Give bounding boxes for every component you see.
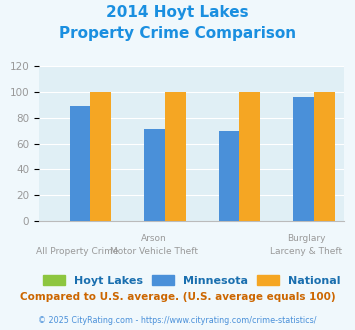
Bar — [70, 106, 91, 221]
Text: Larceny & Theft: Larceny & Theft — [270, 248, 342, 256]
Bar — [91, 92, 111, 221]
Legend: Hoyt Lakes, Minnesota, National: Hoyt Lakes, Minnesota, National — [38, 270, 345, 290]
Text: Burglary: Burglary — [287, 234, 326, 243]
Text: Arson: Arson — [141, 234, 166, 243]
Text: Motor Vehicle Theft: Motor Vehicle Theft — [110, 248, 197, 256]
Bar — [239, 92, 260, 221]
Bar — [144, 129, 165, 221]
Text: 2014 Hoyt Lakes: 2014 Hoyt Lakes — [106, 5, 249, 20]
Bar — [219, 131, 239, 221]
Bar — [165, 92, 186, 221]
Bar — [314, 92, 335, 221]
Text: © 2025 CityRating.com - https://www.cityrating.com/crime-statistics/: © 2025 CityRating.com - https://www.city… — [38, 316, 317, 325]
Text: Property Crime Comparison: Property Crime Comparison — [59, 26, 296, 41]
Text: All Property Crime: All Property Crime — [36, 248, 119, 256]
Bar — [293, 97, 314, 221]
Text: Compared to U.S. average. (U.S. average equals 100): Compared to U.S. average. (U.S. average … — [20, 292, 335, 302]
